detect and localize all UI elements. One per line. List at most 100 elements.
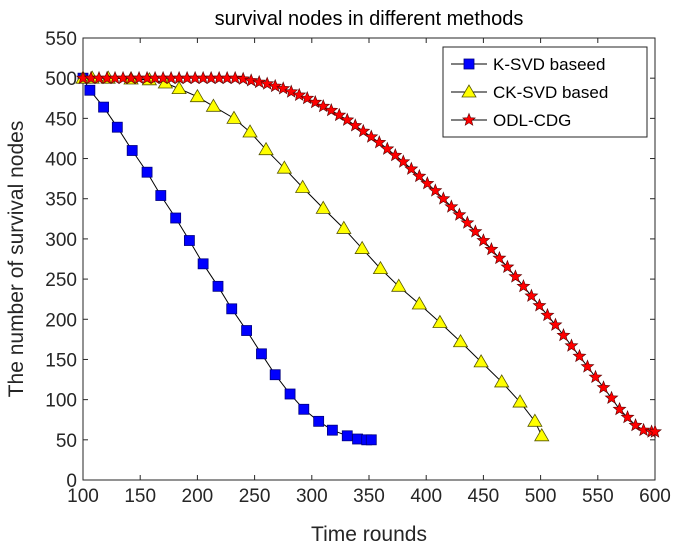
- data-point: [512, 394, 528, 408]
- data-point: [269, 369, 281, 381]
- legend-item: CK-SVD based: [451, 83, 608, 102]
- y-tick-label: 400: [45, 150, 77, 171]
- x-tick-label: 100: [67, 486, 99, 507]
- data-point: [336, 220, 352, 234]
- data-point: [354, 240, 370, 254]
- data-point: [308, 94, 323, 109]
- data-point: [155, 190, 167, 201]
- data-point: [84, 84, 96, 96]
- data-point: [372, 260, 389, 275]
- x-tick-label: 350: [353, 486, 385, 507]
- data-point: [548, 317, 563, 331]
- data-point: [189, 88, 206, 103]
- y-tick-label: 350: [45, 190, 77, 211]
- data-point: [170, 212, 182, 224]
- x-tick-label: 250: [239, 486, 271, 507]
- legend-marker: [463, 58, 475, 70]
- data-point: [260, 76, 275, 90]
- data-point: [284, 84, 299, 98]
- data-point: [316, 98, 331, 113]
- y-axis-ticks: 0 50 100 150 200 250 300 350 400 450 500 550: [45, 29, 655, 492]
- data-point: [332, 107, 347, 122]
- data-point: [628, 418, 643, 432]
- data-point: [313, 415, 325, 427]
- y-tick-label: 250: [45, 270, 77, 291]
- y-tick-label: 500: [45, 69, 77, 90]
- data-point: [284, 388, 296, 400]
- data-point: [648, 424, 662, 438]
- data-point: [391, 278, 407, 292]
- data-point: [324, 103, 339, 117]
- legend-marker: [462, 112, 476, 126]
- data-point: [340, 112, 355, 126]
- data-point: [326, 424, 338, 436]
- series-1: [77, 72, 377, 446]
- data-point: [141, 166, 153, 178]
- data-point: [516, 278, 531, 293]
- legend-label: K-SVD baseed: [493, 55, 605, 74]
- series-3: [76, 70, 662, 438]
- data-point: [341, 430, 353, 442]
- data-point: [473, 354, 489, 368]
- data-point: [388, 148, 403, 162]
- data-point: [364, 129, 379, 143]
- x-tick-label: 600: [639, 486, 671, 507]
- data-point: [476, 233, 491, 247]
- data-point: [436, 191, 451, 205]
- data-point: [292, 87, 307, 101]
- data-point: [444, 199, 459, 213]
- legend-label: ODL-CDG: [493, 111, 571, 130]
- legend-item: K-SVD baseed: [451, 55, 605, 74]
- x-tick-label: 450: [468, 486, 500, 507]
- data-point: [484, 242, 499, 256]
- data-point: [276, 160, 293, 174]
- series-layer: [75, 70, 662, 446]
- y-tick-label: 50: [56, 431, 77, 452]
- data-point: [352, 433, 363, 445]
- data-point: [183, 235, 195, 246]
- data-point: [276, 81, 291, 95]
- data-point: [294, 179, 311, 193]
- data-point: [588, 369, 603, 384]
- data-point: [620, 409, 635, 424]
- data-point: [258, 141, 274, 156]
- data-point: [242, 124, 258, 138]
- data-point: [508, 269, 523, 283]
- data-point: [540, 307, 555, 322]
- data-point: [420, 176, 435, 190]
- data-point: [468, 224, 483, 238]
- data-point: [226, 303, 238, 315]
- data-point: [98, 101, 109, 113]
- data-point: [212, 280, 224, 292]
- x-tick-label: 400: [410, 486, 442, 507]
- data-point: [564, 338, 579, 352]
- data-point: [636, 422, 651, 437]
- data-point: [372, 135, 387, 149]
- data-point: [411, 296, 428, 310]
- data-point: [492, 250, 507, 265]
- data-point: [412, 168, 427, 183]
- data-point: [171, 80, 187, 95]
- data-point: [500, 259, 515, 273]
- legend-marker: [461, 84, 477, 98]
- data-point: [428, 183, 443, 197]
- y-tick-label: 200: [45, 310, 77, 331]
- data-point: [460, 215, 475, 229]
- data-point: [252, 74, 267, 89]
- data-point: [380, 141, 395, 155]
- data-point: [452, 333, 469, 348]
- data-point: [356, 123, 371, 138]
- data-point: [197, 258, 209, 270]
- y-tick-label: 450: [45, 109, 77, 130]
- data-point: [596, 380, 611, 394]
- data-point: [126, 145, 138, 156]
- data-point: [494, 374, 510, 388]
- data-point: [226, 110, 242, 124]
- data-point: [205, 98, 222, 112]
- y-tick-label: 300: [45, 230, 77, 251]
- legend-item: ODL-CDG: [451, 111, 571, 130]
- data-point: [348, 118, 363, 132]
- data-point: [452, 207, 467, 221]
- x-axis-ticks: 100 150 200 250 300 350 400 450 500 550 600: [67, 38, 671, 507]
